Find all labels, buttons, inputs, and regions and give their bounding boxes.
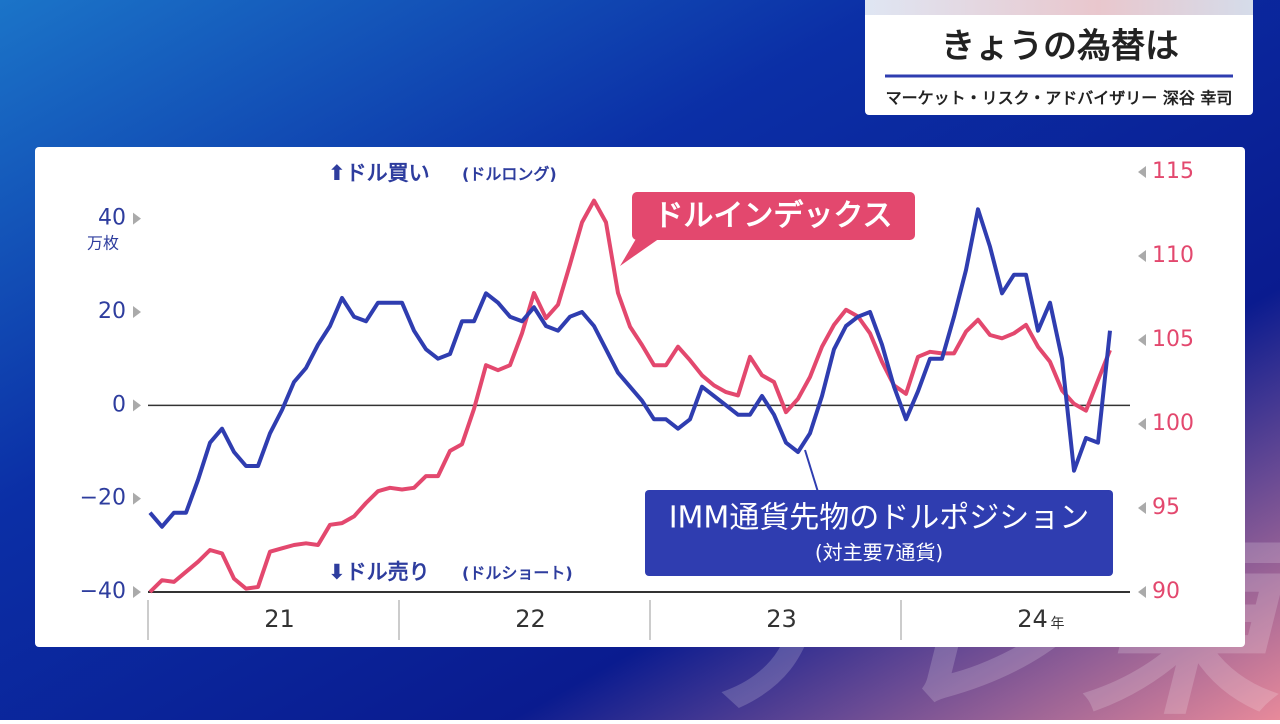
y2-tick-label: 90 xyxy=(1152,579,1180,604)
y-tick-mark xyxy=(133,586,141,598)
y-tick-label: 0 xyxy=(112,392,126,417)
up-label: ⬆ドル買い xyxy=(328,161,430,185)
y2-tick-mark xyxy=(1138,250,1146,262)
y2-tick-label: 100 xyxy=(1152,411,1194,436)
header-box xyxy=(865,0,1253,115)
down-note: (ドルショート) xyxy=(462,564,573,583)
y2-tick-mark xyxy=(1138,166,1146,178)
y-tick-mark xyxy=(133,306,141,318)
y-tick-label: −20 xyxy=(80,486,126,511)
x-tick-label: 23 xyxy=(766,605,797,633)
legend-label: IMM通貨先物のドルポジション xyxy=(669,501,1090,536)
header-strip xyxy=(865,0,1253,15)
x-tick-label: 22 xyxy=(515,605,546,633)
y2-tick-mark xyxy=(1138,586,1146,598)
legend-box xyxy=(632,192,915,240)
callout-pointer xyxy=(620,232,660,266)
y-tick-mark xyxy=(133,212,141,225)
x-tick-label: 21 xyxy=(264,605,295,633)
x-tick-label: 24 xyxy=(1017,605,1048,633)
plot: −40 −20 0 20 40 万枚 90 95 100 105 110 115 ⬆ドル買い (ドルロング… xyxy=(80,159,1194,640)
header-title: きょうの為替は xyxy=(941,27,1179,67)
y2-tick-label: 95 xyxy=(1152,495,1180,520)
year-unit: 年 xyxy=(1051,616,1065,632)
y2-tick-mark xyxy=(1138,334,1146,346)
series-line xyxy=(148,198,1112,594)
y2-tick-label: 110 xyxy=(1152,243,1194,268)
down-label: ⬇ドル売り xyxy=(328,560,430,584)
legend-box xyxy=(645,490,1113,576)
y2-tick-mark xyxy=(1138,502,1146,514)
callout-pointer xyxy=(804,449,819,493)
y2-tick-mark xyxy=(1138,418,1146,430)
y-tick-mark xyxy=(133,399,141,412)
up-note: (ドルロング) xyxy=(462,165,557,184)
header-subtitle: マーケット・リスク・アドバイザリー 深谷 幸司 xyxy=(886,89,1233,108)
y2-tick-label: 105 xyxy=(1152,327,1194,352)
y-axis-unit: 万枚 xyxy=(87,234,119,253)
y-tick-label: −40 xyxy=(80,579,126,604)
series-line xyxy=(148,207,1112,529)
y-tick-mark xyxy=(133,492,141,505)
y2-tick-label: 115 xyxy=(1152,159,1194,184)
legend-label: ドルインデックス xyxy=(653,199,892,234)
legend-sublabel: (対主要7通貨) xyxy=(815,541,943,565)
y-tick-label: 40 xyxy=(98,206,126,231)
y-tick-label: 20 xyxy=(98,299,126,324)
